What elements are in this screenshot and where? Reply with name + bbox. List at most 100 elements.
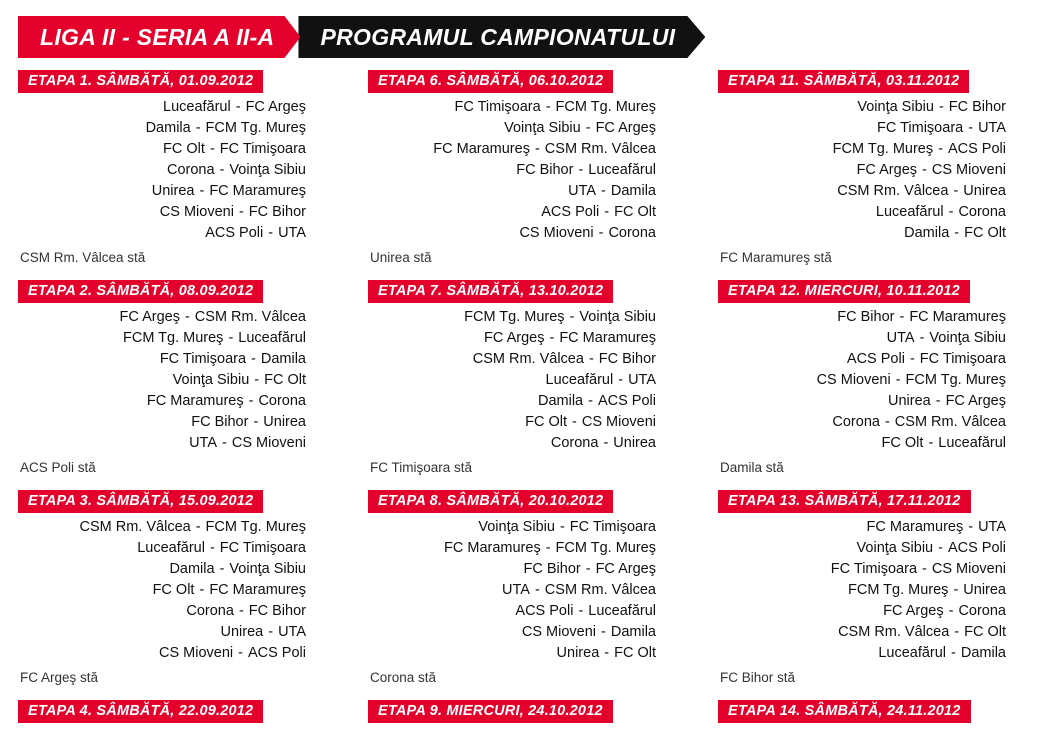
- bye-team-note: Damila stă: [720, 460, 784, 475]
- away-team: FCM Tg. Mureş: [205, 120, 306, 136]
- home-team: FC Maramureş: [866, 519, 964, 535]
- away-team: Corona: [958, 603, 1006, 619]
- match-separator: -: [248, 393, 254, 409]
- match-row: FC Olt - CS Mioveni: [368, 412, 682, 433]
- match-separator: -: [569, 309, 575, 325]
- match-separator: -: [968, 519, 974, 535]
- header-banner: LIGA II - SERIA A II-A PROGRAMUL CAMPION…: [18, 16, 705, 58]
- home-team: Voinţa Sibiu: [856, 540, 934, 556]
- stage-title-wrap: ETAPA 11. SÂMBĂTĂ, 03.11.2012: [718, 70, 1032, 93]
- match-separator: -: [935, 393, 941, 409]
- match-separator: -: [603, 435, 609, 451]
- home-team: FC Maramureş: [433, 141, 530, 157]
- match-separator: -: [253, 414, 259, 430]
- match-row: Luceafărul - FC Argeş: [18, 97, 332, 118]
- home-team: FC Olt: [152, 582, 195, 598]
- match-list: FC Timişoara - FCM Tg. Mureş Voinţa Sibiu - F…: [368, 97, 682, 244]
- home-team: Unirea: [556, 645, 600, 661]
- stage-block: ETAPA 3. SÂMBĂTĂ, 15.09.2012 CSM Rm. Vâlc…: [18, 490, 332, 686]
- match-row: Luceafărul - Corona: [718, 202, 1032, 223]
- home-team: Luceafărul: [163, 99, 231, 115]
- match-row: Corona - FC Bihor: [18, 601, 332, 622]
- stage-block: ETAPA 4. SÂMBĂTĂ, 22.09.2012: [18, 700, 332, 723]
- match-separator: -: [604, 645, 610, 661]
- match-row: Voinţa Sibiu - FC Timişoara: [368, 517, 682, 538]
- home-team: ACS Poli: [515, 603, 574, 619]
- match-list: CSM Rm. Vâlcea - FCM Tg. Mureş Luceafărul - F…: [18, 517, 332, 664]
- match-separator: -: [601, 624, 606, 640]
- match-separator: -: [238, 204, 244, 220]
- match-row: Unirea - FC Argeş: [718, 391, 1032, 412]
- away-team: FC Olt: [614, 645, 656, 661]
- stage-title-wrap: ETAPA 13. SÂMBĂTĂ, 17.11.2012: [718, 490, 1032, 513]
- home-team: FC Argeş: [119, 309, 180, 325]
- away-team: Unirea: [263, 414, 306, 430]
- away-team: FCM Tg. Mureş: [205, 519, 306, 535]
- match-separator: -: [254, 372, 260, 388]
- away-team: Voinţa Sibiu: [229, 162, 306, 178]
- match-row: CSM Rm. Vâlcea - FC Bihor: [368, 349, 682, 370]
- bye-team-note: FC Bihor stă: [720, 670, 796, 685]
- stage-title: ETAPA 4. SÂMBĂTĂ, 22.09.2012: [18, 700, 264, 723]
- away-team: CS Mioveni: [231, 435, 306, 451]
- match-row: FC Timişoara - FCM Tg. Mureş: [368, 97, 682, 118]
- stage-title: ETAPA 14. SÂMBĂTĂ, 24.11.2012: [718, 700, 971, 723]
- match-row: FCM Tg. Mureş - Luceafărul: [18, 328, 332, 349]
- match-row: Luceafărul - Damila: [718, 643, 1032, 664]
- match-separator: -: [585, 561, 591, 577]
- match-separator: -: [922, 162, 927, 178]
- home-team: Luceafărul: [137, 540, 205, 556]
- home-team: Unirea: [151, 183, 195, 199]
- home-team: FC Maramureş: [146, 393, 244, 409]
- match-row: CSM Rm. Vâlcea - Unirea: [718, 181, 1032, 202]
- away-team: UTA: [628, 372, 656, 388]
- match-row: Damila - FCM Tg. Mureş: [18, 118, 332, 139]
- home-team: CSM Rm. Vâlcea: [837, 183, 949, 199]
- match-row: FC Timişoara - UTA: [718, 118, 1032, 139]
- match-separator: -: [585, 120, 591, 136]
- home-team: FC Bihor: [523, 561, 581, 577]
- away-team: FC Maramureş: [909, 309, 1006, 325]
- schedule-column: ETAPA 11. SÂMBĂTĂ, 03.11.2012 Voinţa Sibi…: [718, 70, 1032, 737]
- match-separator: -: [895, 372, 901, 388]
- home-team: Luceafărul: [878, 645, 947, 661]
- match-row: UTA - Voinţa Sibiu: [718, 328, 1032, 349]
- match-list: Luceafărul - FC Argeş Damila - FCM Tg. Mureş F…: [18, 97, 332, 244]
- stage-title: ETAPA 1. SÂMBĂTĂ, 01.09.2012: [18, 70, 264, 93]
- home-team: FC Olt: [163, 141, 205, 157]
- bye-team-note: Unirea stă: [370, 250, 432, 265]
- match-row: CSM Rm. Vâlcea - FC Olt: [718, 622, 1032, 643]
- match-row: FC Olt - Luceafărul: [718, 433, 1032, 454]
- stage-title: ETAPA 8. SÂMBĂTĂ, 20.10.2012: [368, 490, 614, 513]
- away-team: CS Mioveni: [581, 414, 656, 430]
- match-separator: -: [948, 204, 954, 220]
- match-separator: -: [954, 225, 960, 241]
- stage-title: ETAPA 11. SÂMBĂTĂ, 03.11.2012: [718, 70, 970, 93]
- home-team: Damila: [904, 225, 950, 241]
- match-row: FC Argeş - FC Maramureş: [368, 328, 682, 349]
- bye-team-note: FC Argeş stă: [20, 670, 99, 685]
- bye-team-note: ACS Poli stă: [20, 460, 96, 475]
- match-row: Voinţa Sibiu - FC Argeş: [368, 118, 682, 139]
- stage-title-wrap: ETAPA 1. SÂMBĂTĂ, 01.09.2012: [18, 70, 332, 93]
- bye-team-note: FC Maramureş stă: [720, 250, 832, 265]
- home-team: Luceafărul: [875, 204, 944, 220]
- home-team: Unirea: [220, 624, 264, 640]
- home-team: UTA: [502, 582, 530, 598]
- stage-title-wrap: ETAPA 9. MIERCURI, 24.10.2012: [368, 700, 682, 723]
- match-row: FC Timişoara - CS Mioveni: [718, 559, 1032, 580]
- home-team: Corona: [550, 435, 599, 451]
- match-row: Luceafărul - UTA: [368, 370, 682, 391]
- away-team: ACS Poli: [947, 540, 1006, 556]
- page-title: PROGRAMUL CAMPIONATULUI: [298, 16, 705, 58]
- away-team: CSM Rm. Vâlcea: [194, 309, 306, 325]
- home-team: FC Argeş: [883, 603, 944, 619]
- match-separator: -: [572, 414, 577, 430]
- stage-title-wrap: ETAPA 3. SÂMBĂTĂ, 15.09.2012: [18, 490, 332, 513]
- home-team: CS Mioveni: [519, 225, 594, 241]
- match-row: UTA - CSM Rm. Vâlcea: [368, 580, 682, 601]
- away-team: FCM Tg. Mureş: [555, 540, 656, 556]
- stage-title: ETAPA 12. MIERCURI, 10.11.2012: [718, 280, 970, 303]
- away-team: FC Timişoara: [919, 351, 1006, 367]
- match-row: Damila - ACS Poli: [368, 391, 682, 412]
